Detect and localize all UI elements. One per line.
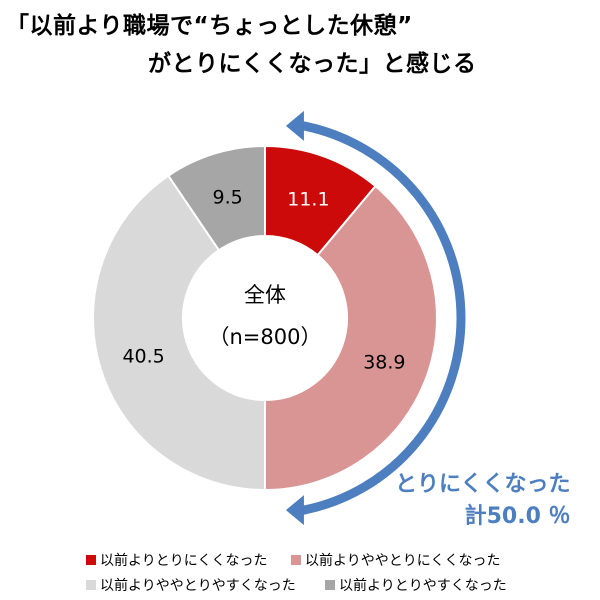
legend-swatch — [291, 555, 301, 565]
slice-labels-group: 11.1 38.9 40.5 9.5 — [122, 187, 405, 374]
arrowhead-top — [285, 110, 304, 141]
legend-item-somewhat-harder: 以前よりややとりにくくなった — [291, 550, 500, 570]
center-sublabel: （n=800） — [209, 325, 322, 349]
legend-swatch — [86, 555, 96, 565]
total-callout: とりにくくなった 計50.0 ％ — [395, 466, 571, 530]
callout-line-2: 計50.0 ％ — [464, 504, 571, 529]
legend-label: 以前よりややとりやすくなった — [100, 578, 296, 594]
data-label-somewhat-easier: 40.5 — [122, 345, 164, 367]
chart-title-line-2: がとりにくくなった」と感じる — [148, 51, 477, 77]
slice-much-easier — [166, 144, 266, 252]
legend-label: 以前よりとりにくくなった — [100, 553, 268, 569]
chart-title-line-1: 「以前より職場で“ちょっとした休憩” — [6, 13, 413, 39]
data-label-much-easier: 9.5 — [213, 187, 243, 209]
legend-swatch — [325, 580, 335, 590]
data-label-much-harder: 11.1 — [287, 189, 329, 211]
legend-item-much-harder: 以前よりとりにくくなった — [86, 550, 267, 570]
legend-item-somewhat-easier: 以前よりややとりやすくなった — [86, 575, 296, 595]
bracket-arrow — [299, 121, 466, 515]
legend-swatch — [86, 580, 96, 590]
slices-group — [92, 144, 438, 492]
center-label: 全体 — [244, 283, 286, 307]
legend-label: 以前よりややとりにくくなった — [305, 553, 501, 569]
slice-somewhat-harder — [264, 184, 438, 492]
arrowhead-bottom — [285, 495, 304, 526]
data-label-somewhat-harder: 38.9 — [363, 351, 405, 373]
legend-item-much-easier: 以前よりとりやすくなった — [325, 575, 507, 595]
slice-somewhat-easier — [92, 174, 266, 492]
legend-label: 以前よりとりやすくなった — [339, 578, 507, 594]
callout-line-1: とりにくくなった — [395, 472, 571, 497]
